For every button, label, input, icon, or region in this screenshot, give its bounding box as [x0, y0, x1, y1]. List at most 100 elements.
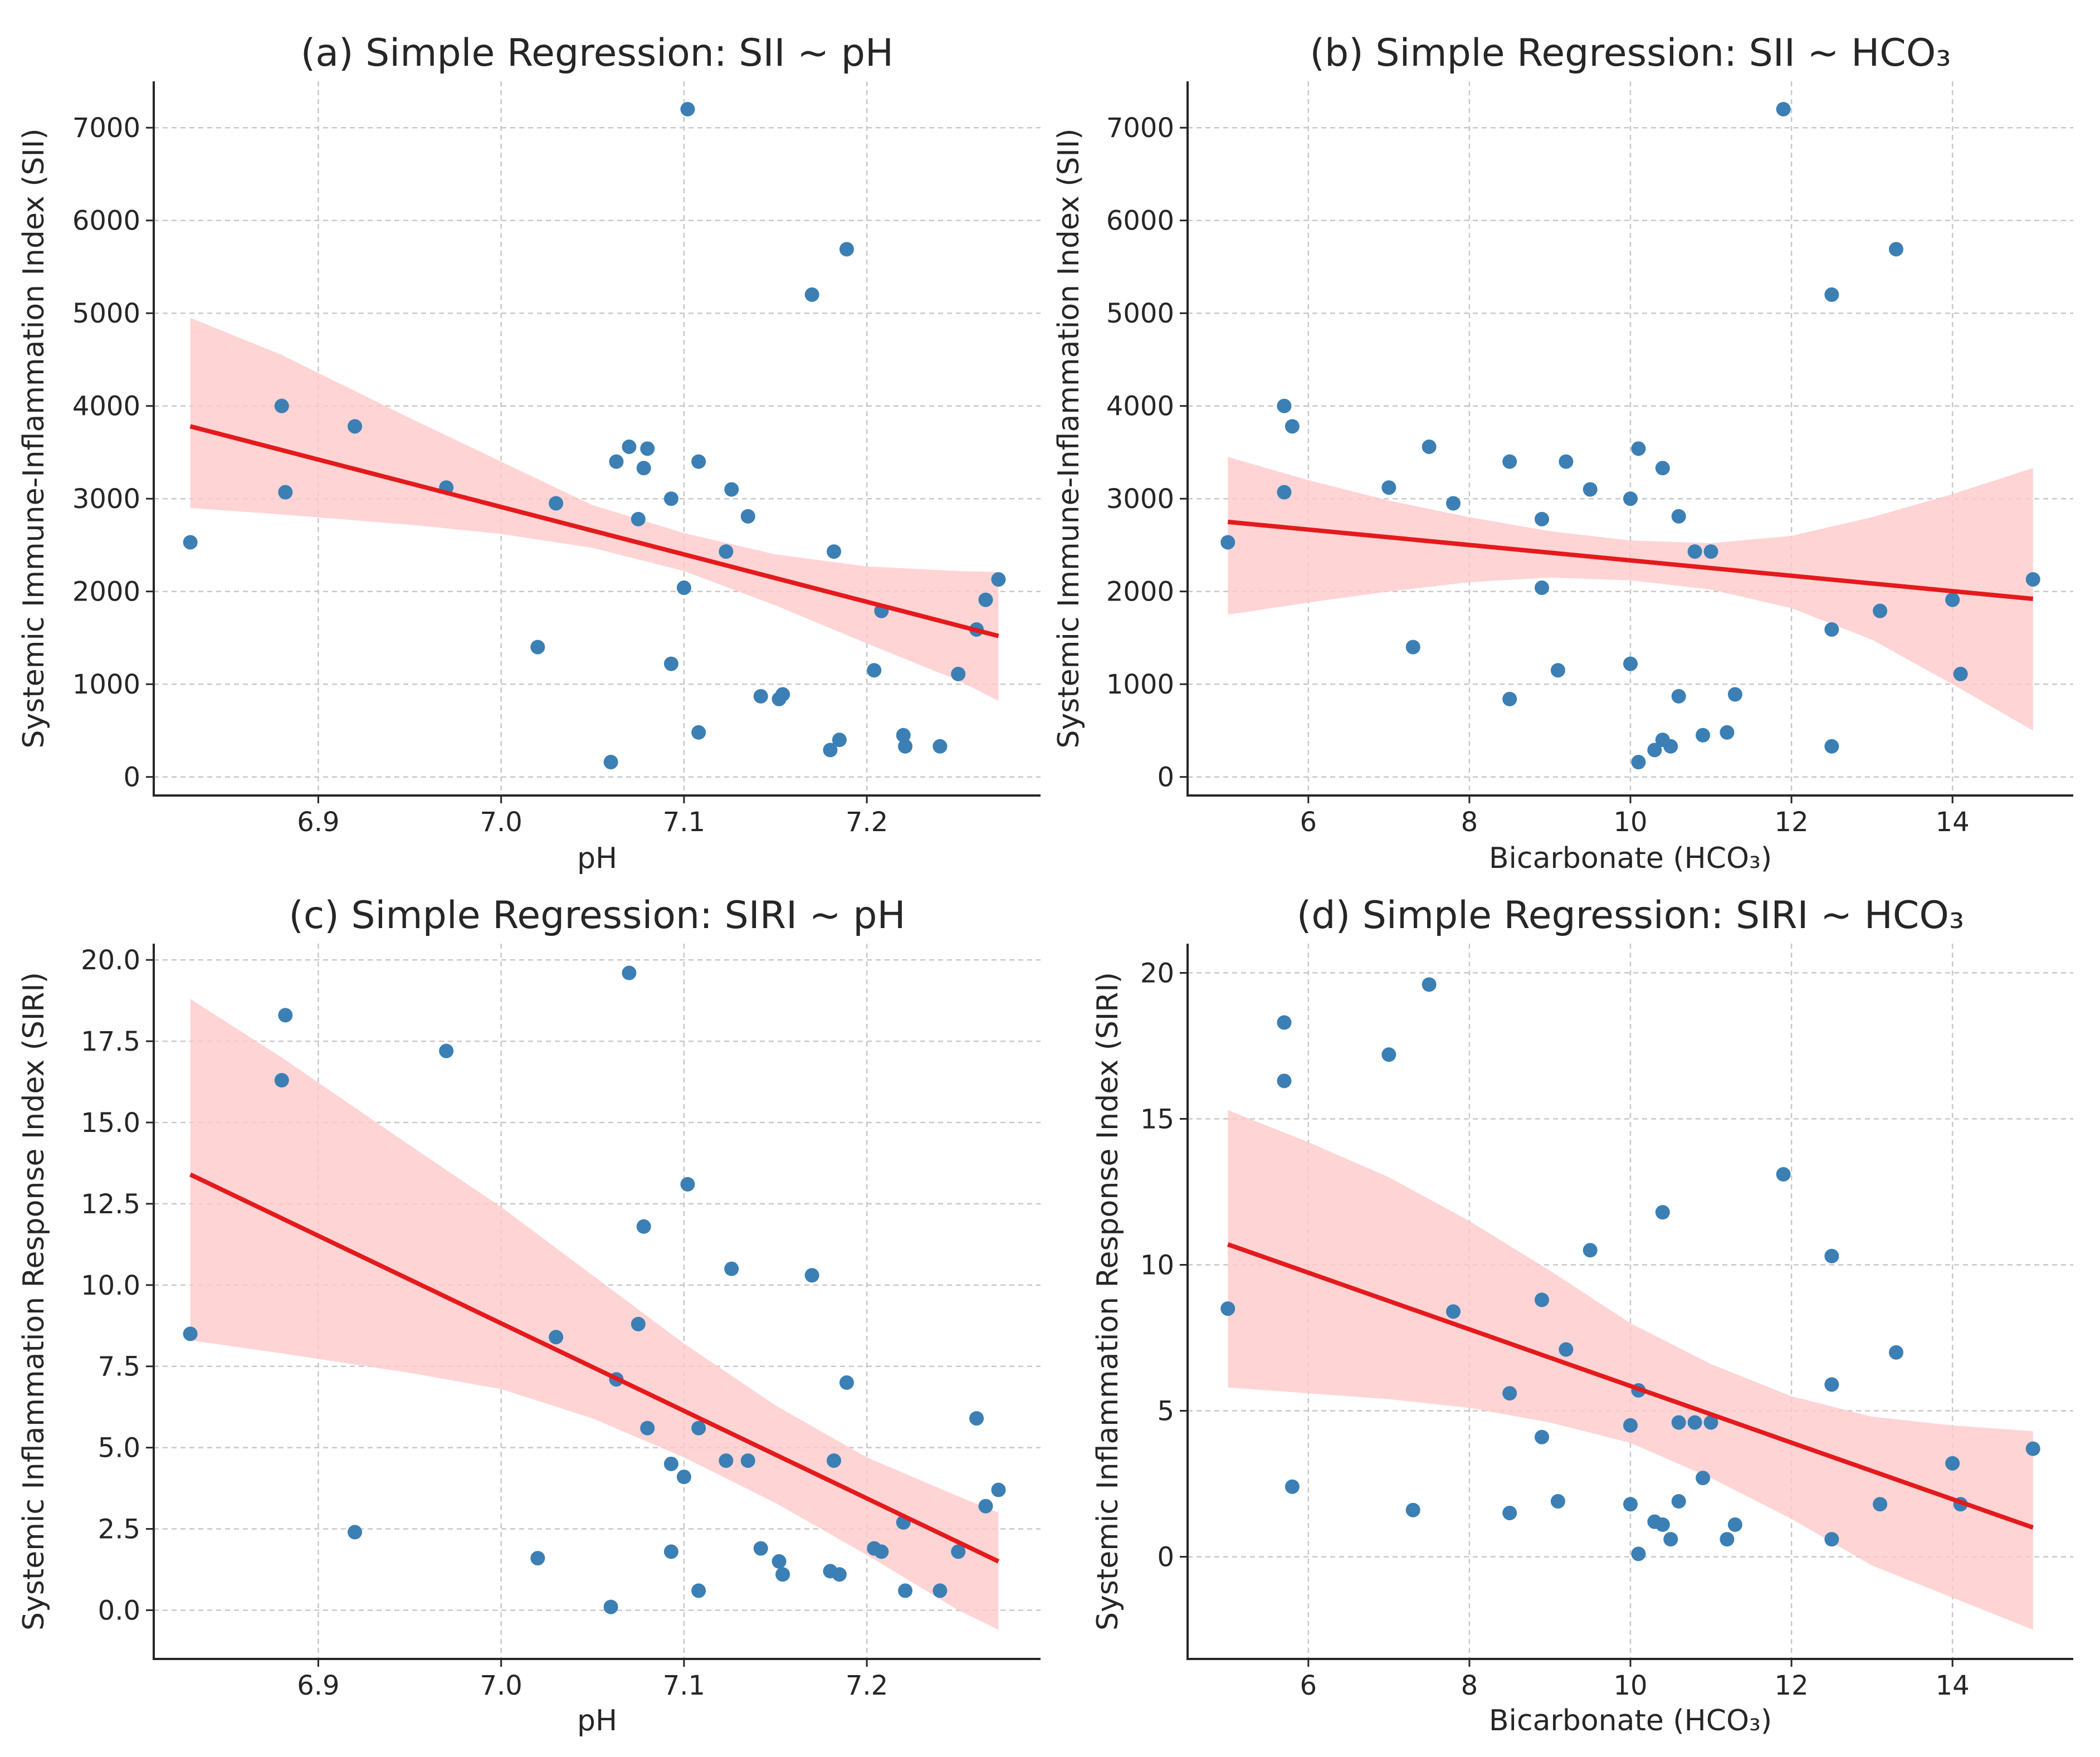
data-point [1776, 1167, 1791, 1182]
x-axis-label: Bicarbonate (HCO₃) [1489, 842, 1772, 875]
data-point [1623, 491, 1638, 506]
data-point [1824, 287, 1839, 302]
y-tick-label: 5000 [72, 298, 140, 329]
data-point [676, 1470, 691, 1485]
data-point [274, 1073, 289, 1088]
y-tick-label: 3000 [72, 484, 140, 515]
data-point [932, 1583, 948, 1598]
y-tick-label: 7000 [72, 113, 140, 144]
data-point [609, 454, 624, 469]
data-point [1631, 755, 1646, 770]
data-point [1703, 544, 1718, 559]
y-tick-label: 0 [123, 762, 140, 793]
data-point [724, 1261, 739, 1276]
data-point [896, 728, 911, 743]
x-tick-label: 6 [1300, 807, 1317, 838]
data-point [1277, 485, 1292, 500]
regression-line [189, 1172, 1000, 1564]
data-point [603, 1599, 618, 1614]
data-point [1720, 725, 1735, 740]
chart-title: (b) Simple Regression: SII ~ HCO₃ [1310, 31, 1951, 75]
data-point [1671, 509, 1686, 524]
data-point [1824, 1377, 1839, 1392]
confidence-band [1228, 1110, 2033, 1630]
y-axis-label: Systemic Immune-Inflammation Index (SII) [17, 129, 51, 749]
data-point [1550, 1494, 1565, 1509]
data-point [951, 1544, 966, 1559]
data-point [631, 511, 646, 526]
y-axis-label: Systemic Inflammation Response Index (SI… [1091, 972, 1125, 1631]
data-point [1550, 663, 1565, 678]
data-point [663, 656, 678, 671]
y-tick-label: 10 [1140, 1250, 1174, 1281]
data-point [530, 1551, 545, 1566]
data-point [622, 439, 637, 454]
y-axis-label: Systemic Inflammation Response Index (SI… [17, 972, 51, 1631]
data-point [1631, 441, 1646, 456]
data-point [1889, 1345, 1903, 1360]
data-point [1671, 1415, 1686, 1430]
data-point [1535, 511, 1549, 526]
data-point [1405, 640, 1420, 655]
x-tick-label: 7.2 [846, 1670, 888, 1701]
data-point [1220, 535, 1235, 550]
regression-line [189, 424, 999, 638]
data-point [636, 1219, 651, 1234]
regression-line [1227, 519, 2034, 602]
data-point [1671, 1494, 1686, 1509]
chart-panel-2: 6.9 7.0 7.1 7.2 0.0 2.5 5.0 7.5 10.0 12.5 15.0 17.5… [17, 894, 1041, 1738]
y-tick-label: 12.5 [81, 1189, 140, 1220]
data-point [898, 1583, 913, 1598]
data-point [839, 242, 854, 257]
data-point [1285, 1479, 1300, 1494]
data-point [827, 544, 842, 559]
data-point [932, 739, 948, 754]
data-point [691, 1421, 706, 1436]
data-point [1824, 1532, 1839, 1547]
data-point [1945, 592, 1960, 607]
y-tick-label: 17.5 [81, 1026, 140, 1057]
y-tick-label: 1000 [72, 669, 140, 700]
data-point [622, 965, 637, 980]
data-point [1655, 1205, 1670, 1220]
data-point [1687, 1415, 1702, 1430]
x-tick-label: 12 [1775, 807, 1809, 838]
data-point [1727, 687, 1742, 702]
y-tick-label: 2000 [1106, 577, 1174, 608]
data-point [1703, 1415, 1718, 1430]
x-tick-label: 6 [1300, 1670, 1317, 1701]
data-point [680, 1177, 695, 1192]
data-point [1502, 454, 1517, 469]
data-point [1671, 689, 1686, 704]
data-point [680, 101, 695, 116]
chart-title: (c) Simple Regression: SIRI ~ pH [289, 894, 905, 938]
data-point [823, 743, 838, 758]
data-point [991, 1482, 1006, 1497]
data-point [1623, 656, 1638, 671]
axis-spine [153, 81, 1041, 797]
y-tick-label: 15.0 [81, 1107, 140, 1139]
data-point [636, 461, 651, 476]
data-point [348, 419, 363, 434]
data-point [1220, 1301, 1235, 1316]
data-point [1535, 580, 1549, 596]
data-point [1623, 1497, 1638, 1512]
data-point [832, 733, 847, 748]
data-point [1559, 454, 1574, 469]
data-point [1687, 544, 1702, 559]
data-point [839, 1375, 854, 1390]
y-tick-label: 5 [1157, 1396, 1174, 1427]
data-point [1696, 728, 1711, 743]
data-point [1422, 439, 1437, 454]
x-tick-label: 7.1 [663, 807, 705, 838]
x-axis-label: Bicarbonate (HCO₃) [1489, 1704, 1772, 1738]
data-point [719, 1453, 734, 1468]
x-tick-label: 6.9 [297, 1670, 339, 1701]
data-point [1953, 666, 1968, 681]
data-point [1446, 1304, 1461, 1319]
data-point [719, 544, 734, 559]
y-tick-label: 2000 [72, 577, 140, 608]
y-tick-label: 4000 [72, 391, 140, 422]
chart-panel-3: 6 8 10 12 14 0 5 10 15 20 (d) Simple Regression: S… [1091, 894, 2073, 1738]
